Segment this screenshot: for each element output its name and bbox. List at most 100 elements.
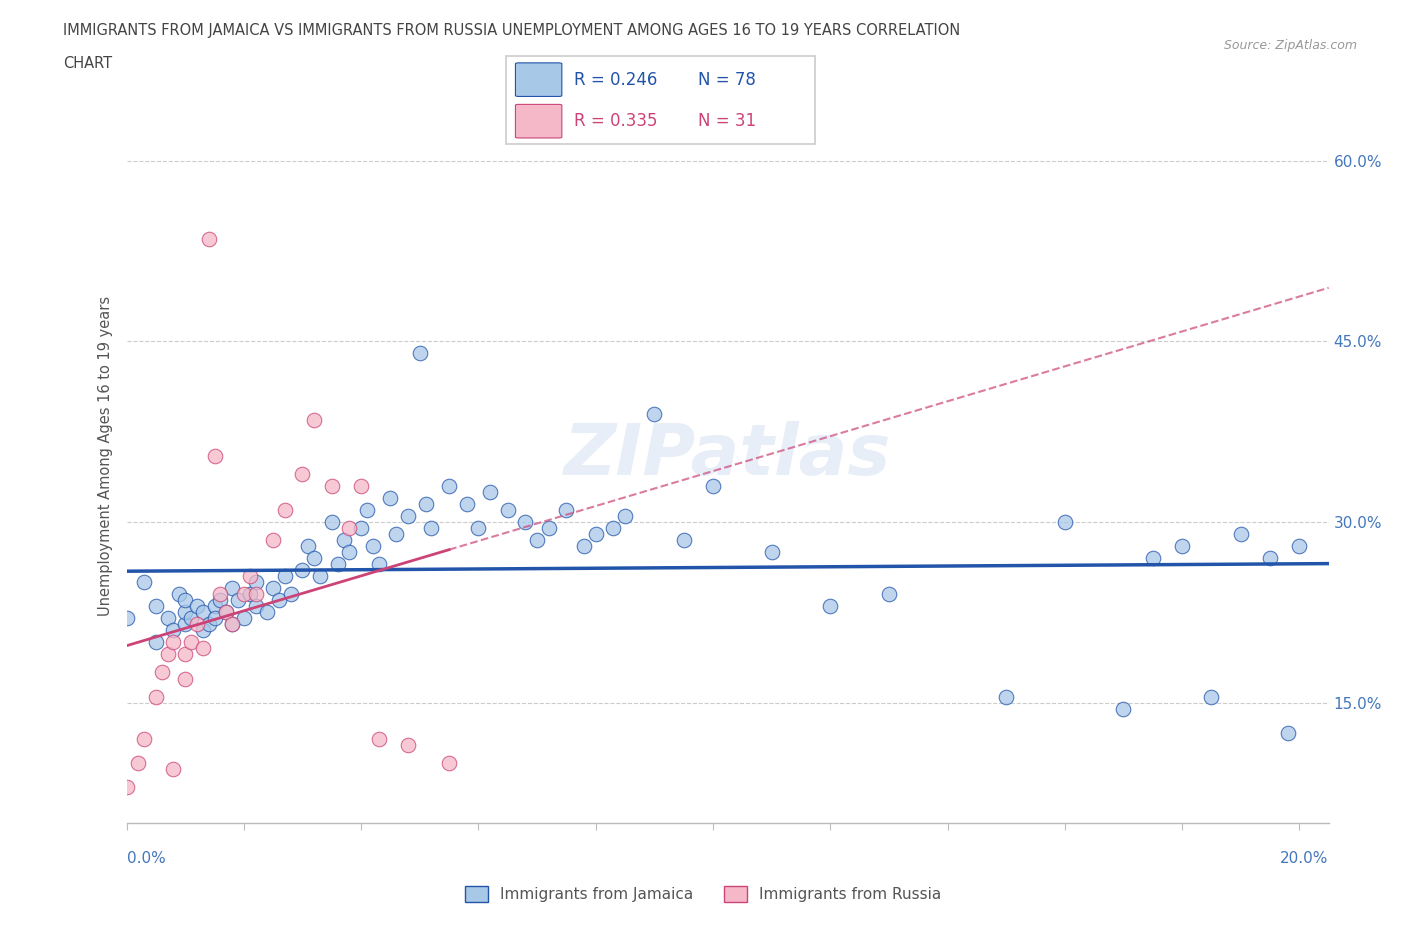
Point (291, 563, 314, 578)
Point (239, 587, 262, 602)
Point (1229, 526, 1251, 541)
Point (367, 557, 389, 572)
Point (585, 526, 607, 541)
Text: ZIPatlas: ZIPatlas (564, 421, 891, 490)
Point (174, 647, 197, 662)
Y-axis label: Unemployment Among Ages 16 to 19 years: Unemployment Among Ages 16 to 19 years (98, 296, 114, 616)
Point (274, 502, 297, 517)
Point (672, 533, 695, 548)
Point (350, 521, 373, 536)
Point (818, 599, 841, 614)
Point (526, 533, 548, 548)
Point (437, 755, 460, 770)
Point (437, 478, 460, 493)
Point (127, 755, 149, 770)
Point (1142, 551, 1164, 565)
Point (302, 551, 325, 565)
Point (204, 448, 226, 463)
FancyBboxPatch shape (506, 56, 815, 144)
Point (226, 592, 249, 607)
Point (1112, 701, 1135, 716)
Point (302, 412, 325, 427)
Point (232, 587, 254, 602)
Point (380, 490, 402, 505)
Point (602, 521, 624, 536)
Text: N = 31: N = 31 (697, 113, 756, 130)
Point (245, 587, 267, 602)
Text: R = 0.246: R = 0.246 (574, 71, 658, 88)
Point (169, 587, 191, 602)
Point (162, 623, 184, 638)
Point (555, 502, 578, 517)
Point (515, 514, 537, 529)
Text: 0.0%: 0.0% (127, 851, 166, 866)
Point (134, 575, 156, 590)
Point (215, 604, 238, 619)
Point (221, 617, 243, 631)
Point (643, 406, 665, 421)
Point (262, 580, 284, 595)
Text: IMMIGRANTS FROM JAMAICA VS IMMIGRANTS FROM RUSSIA UNEMPLOYMENT AMONG AGES 16 TO : IMMIGRANTS FROM JAMAICA VS IMMIGRANTS FR… (63, 23, 960, 38)
Point (1053, 514, 1076, 529)
Point (321, 514, 343, 529)
Point (537, 521, 560, 536)
Point (145, 599, 167, 614)
Point (186, 617, 208, 631)
Point (245, 599, 267, 614)
Text: 20.0%: 20.0% (1281, 851, 1329, 866)
Text: CHART: CHART (63, 56, 112, 71)
Point (361, 538, 384, 553)
Point (262, 533, 284, 548)
Point (496, 502, 519, 517)
Point (326, 557, 349, 572)
Point (396, 737, 419, 752)
Point (134, 731, 156, 746)
Point (267, 592, 290, 607)
Point (280, 587, 302, 602)
Point (367, 731, 389, 746)
Point (332, 533, 354, 548)
Point (1288, 538, 1310, 553)
Legend: Immigrants from Jamaica, Immigrants from Russia: Immigrants from Jamaica, Immigrants from… (458, 880, 948, 909)
Point (350, 478, 373, 493)
Point (291, 466, 314, 481)
Point (221, 580, 243, 595)
Point (215, 604, 238, 619)
Point (572, 538, 595, 553)
Point (150, 665, 173, 680)
Point (162, 762, 184, 777)
Point (180, 611, 202, 626)
FancyBboxPatch shape (516, 63, 562, 97)
Point (197, 617, 219, 631)
Point (239, 569, 262, 584)
Point (186, 599, 208, 614)
Point (415, 497, 437, 512)
Point (309, 569, 332, 584)
Point (385, 526, 408, 541)
Point (156, 647, 179, 662)
Point (115, 611, 138, 626)
Point (191, 604, 214, 619)
Point (145, 635, 167, 650)
Point (1201, 689, 1223, 704)
Point (456, 497, 478, 512)
Point (337, 545, 360, 560)
Point (191, 623, 214, 638)
Point (174, 617, 197, 631)
Text: R = 0.335: R = 0.335 (574, 113, 658, 130)
Point (180, 635, 202, 650)
Point (297, 538, 319, 553)
Point (702, 478, 724, 493)
Point (614, 509, 637, 524)
Point (115, 779, 138, 794)
Point (995, 689, 1018, 704)
Point (197, 232, 219, 246)
FancyBboxPatch shape (516, 104, 562, 138)
Point (274, 569, 297, 584)
Point (321, 478, 343, 493)
Point (761, 545, 783, 560)
Point (479, 485, 502, 499)
Point (1171, 538, 1194, 553)
Point (1258, 551, 1281, 565)
Point (174, 592, 197, 607)
